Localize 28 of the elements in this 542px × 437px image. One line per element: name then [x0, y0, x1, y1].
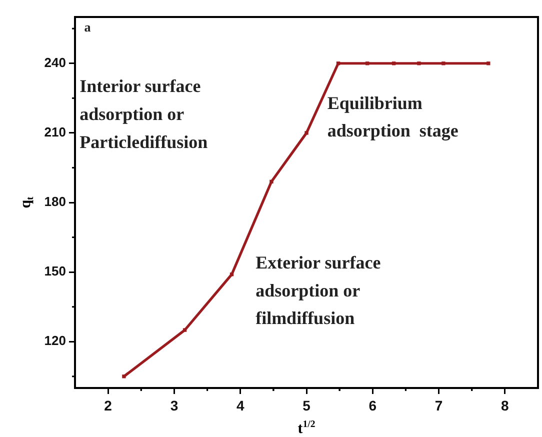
point	[366, 62, 370, 66]
x-tick-label: 2	[104, 397, 112, 414]
y-axis-title: qt	[18, 196, 36, 208]
x-tick-label: 4	[236, 397, 244, 414]
y-tick-label: 120	[44, 333, 66, 348]
point	[486, 62, 490, 66]
y-tick-label: 180	[44, 194, 66, 210]
annotation: Exterior surface adsorption or filmdiffusion	[256, 252, 381, 328]
x-tick-label: 8	[501, 397, 510, 414]
point	[392, 62, 396, 66]
annotation: Interior surface adsorption or Particlediffusion	[80, 76, 208, 152]
x-tick-label: 5	[302, 397, 311, 414]
point	[442, 62, 446, 66]
x-tick-label: 6	[368, 397, 377, 414]
point	[417, 62, 421, 66]
y-tick-label: 150	[44, 264, 66, 279]
annotation: Equilibrium adsorption stage	[327, 92, 458, 141]
point	[230, 272, 234, 276]
point	[122, 374, 126, 378]
point	[182, 328, 187, 332]
point	[304, 131, 308, 135]
x-tick-label: 3	[170, 397, 178, 414]
y-tick-label: 240	[44, 54, 66, 70]
point	[336, 62, 340, 66]
point	[270, 180, 274, 184]
y-tick-label: 210	[44, 124, 66, 140]
annotation: a	[84, 19, 92, 34]
x-tick-label: 7	[434, 397, 443, 414]
